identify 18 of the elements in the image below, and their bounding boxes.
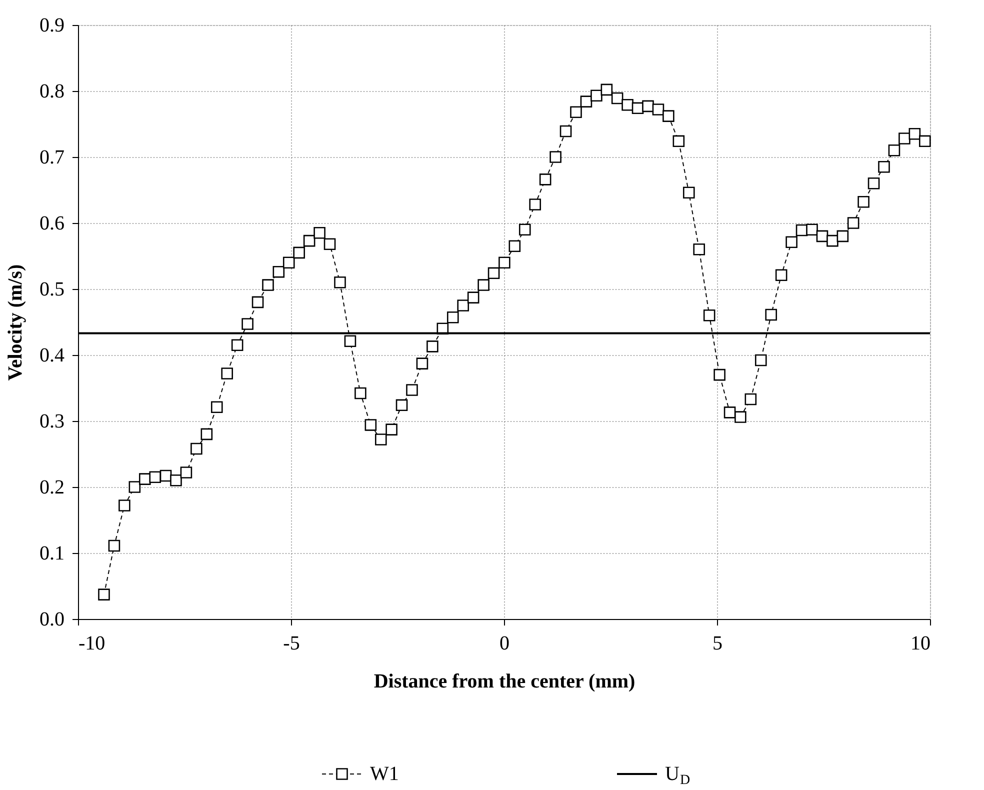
y-tick-label: 0.1 (40, 542, 64, 564)
y-tick-label: 0.7 (40, 146, 64, 168)
x-axis-title: Distance from the center (mm) (374, 670, 636, 692)
x-tick-label: -10 (78, 632, 106, 654)
y-tick-label: 0.6 (40, 212, 64, 234)
y-tick-label: 0.9 (40, 14, 64, 36)
y-tick-label: 0.8 (40, 80, 64, 102)
x-tick-label: 5 (712, 632, 722, 654)
legend-label: W1 (370, 763, 399, 785)
y-axis-title: Velocity (m/s) (4, 264, 26, 381)
x-tick-label: 10 (910, 632, 930, 654)
y-tick-label: 0.3 (40, 410, 64, 432)
x-tick-label: 0 (500, 632, 510, 654)
x-tick-label: -5 (283, 632, 300, 654)
y-tick-label: 0.0 (40, 608, 64, 630)
y-tick-label: 0.5 (40, 278, 64, 300)
y-tick-label: 0.4 (40, 344, 64, 366)
y-tick-label: 0.2 (40, 476, 64, 498)
